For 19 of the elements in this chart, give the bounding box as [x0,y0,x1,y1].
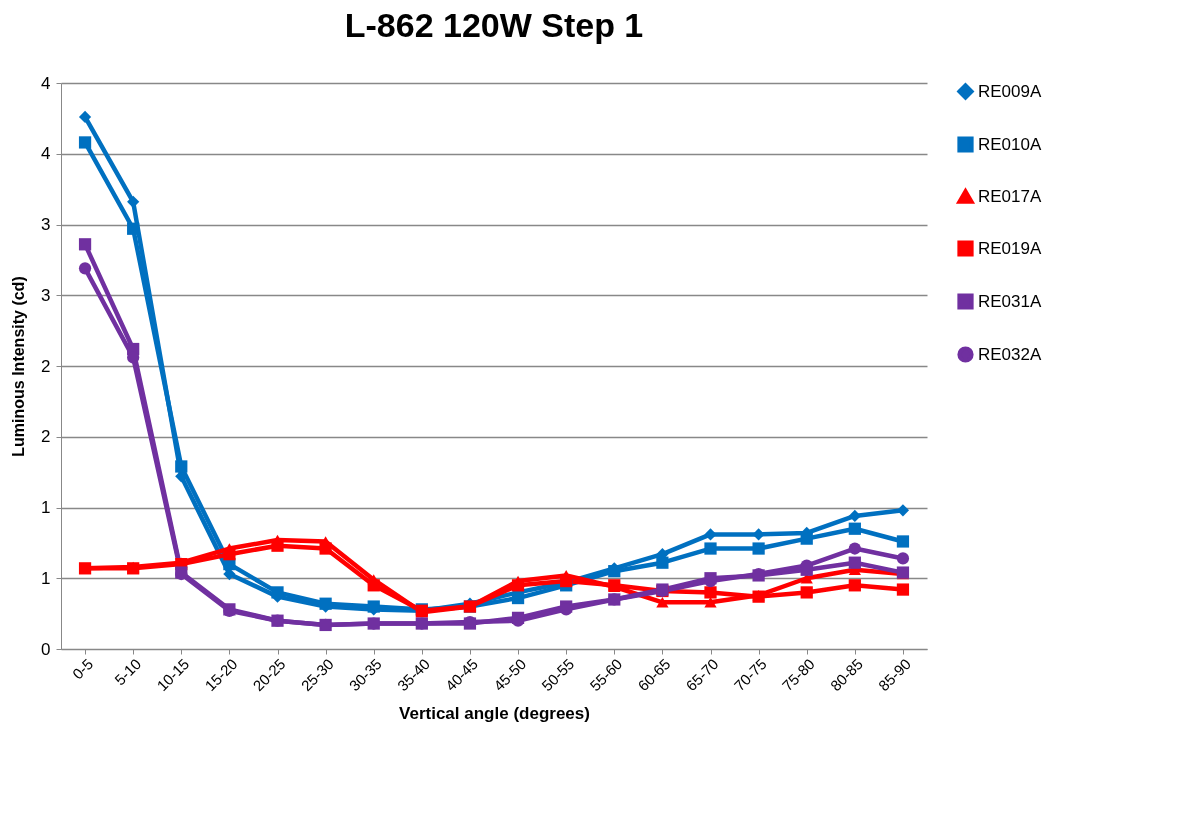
y-tick-label: 0 [41,639,51,659]
y-tick-label: 3 [41,285,51,305]
x-axis-title: Vertical angle (degrees) [399,704,590,724]
y-tick-label: 1 [41,498,51,517]
y-tick-label: 4 [41,144,51,164]
y-axis-title: Luminous Intensity (cd) [10,276,28,457]
legend-label: RE019A [978,238,1042,258]
legend-label: RE032A [978,344,1042,364]
y-tick-label: 2 [41,356,51,376]
y-tick-label: 4 [41,73,51,93]
y-tick-label: 1 [41,568,51,588]
legend-label: RE009A [978,81,1042,101]
legend-label: RE010A [978,134,1042,154]
legend-label: RE017A [978,186,1042,206]
y-tick-label: 3 [41,215,51,234]
y-tick-label: 2 [41,427,51,447]
legend-label: RE031A [978,291,1042,311]
chart-title: L-862 120W Step 1 [344,6,644,44]
x-tick-label: 0-5 [68,655,97,683]
